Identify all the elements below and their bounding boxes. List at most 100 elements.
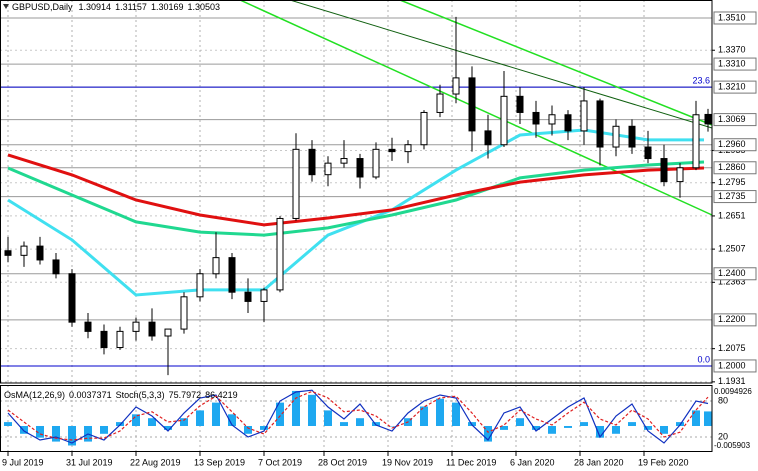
candle-body — [196, 273, 204, 298]
indicator-layer — [0, 389, 712, 446]
y-tick-label: 1.2795 — [718, 177, 746, 187]
stoch-name: Stoch(5,3,3) — [116, 390, 165, 400]
level-box — [713, 359, 757, 373]
candle-body — [148, 321, 156, 337]
level-label: 1.2735 — [718, 191, 746, 201]
level-box — [713, 113, 757, 127]
trend-lines — [239, 0, 713, 216]
candle-body — [84, 321, 92, 332]
candle-body — [404, 144, 412, 153]
symbol-icon — [3, 4, 9, 9]
y-tick-label: 1.2507 — [718, 243, 746, 253]
moving-average — [7, 160, 705, 237]
osma-bar — [356, 418, 364, 426]
osma-bar — [692, 410, 700, 426]
y-tick-label: 1.2651 — [718, 210, 746, 220]
candle-body — [244, 291, 252, 302]
osma-bar — [628, 422, 636, 426]
stoch-main-value: 75.7972 — [169, 390, 202, 400]
candle-body — [516, 95, 524, 113]
candle-layer — [4, 16, 712, 376]
close-value: 1.30503 — [187, 2, 220, 12]
x-tick-label: 22 Aug 2019 — [130, 457, 181, 467]
osma-bar — [436, 398, 444, 426]
candle-body — [164, 328, 172, 337]
osma-bar — [308, 394, 316, 426]
trend-line — [239, 0, 713, 216]
osma-bar — [484, 425, 492, 442]
osma-bar — [704, 411, 712, 426]
level-label: 1.3510 — [718, 12, 746, 22]
osma-bar — [612, 425, 620, 434]
osma-bar — [148, 418, 156, 426]
osma-bar — [68, 425, 76, 446]
x-tick-label: 11 Dec 2019 — [446, 457, 496, 467]
level-label: 1.3210 — [718, 81, 746, 91]
osma-bar — [500, 425, 508, 430]
osma-bar — [388, 425, 396, 427]
osma-value: 0.0037371 — [69, 390, 112, 400]
candle-body — [452, 77, 460, 95]
candle-body — [20, 245, 28, 256]
stoch-tick-label: 20 — [718, 431, 728, 441]
level-label: 1.3310 — [718, 58, 746, 68]
level-label: 1.2200 — [718, 314, 746, 324]
candle-body — [132, 321, 140, 332]
x-tick-label: 6 Jan 2020 — [510, 457, 555, 467]
candle-body — [532, 111, 540, 125]
osma-bar — [580, 422, 588, 426]
osma-bar — [324, 410, 332, 426]
candle-body — [660, 158, 668, 183]
low-value: 1.30169 — [151, 2, 184, 12]
candle-body — [260, 289, 268, 302]
trend-line — [399, 0, 713, 126]
osma-bar — [260, 425, 268, 430]
osma-tick-label: 0.0094926 — [714, 387, 752, 396]
osma-bar — [20, 425, 28, 434]
fibo-label: 0.0 — [697, 354, 710, 364]
candle-body — [580, 100, 588, 132]
level-label: 1.2860 — [718, 162, 746, 172]
level-label: 1.2400 — [718, 268, 746, 278]
osma-bar — [212, 402, 220, 426]
osma-bar — [100, 425, 108, 434]
candle-body — [596, 100, 604, 148]
candle-body — [676, 167, 684, 183]
stoch-signal — [7, 390, 709, 441]
level-label: 1.3069 — [718, 114, 746, 124]
osma-bar — [340, 422, 348, 426]
osma-bar — [116, 422, 124, 426]
y-tick-label: 1.1931 — [718, 376, 746, 386]
candle-body — [436, 93, 444, 113]
osma-bar — [36, 425, 44, 438]
open-value: 1.30914 — [79, 2, 112, 12]
candle-body — [68, 273, 76, 323]
header: GBPUSD,Daily 1.30914 1.31157 1.30169 1.30503 — [12, 2, 220, 12]
level-box — [713, 11, 757, 25]
stoch-signal-value: 86.4219 — [205, 390, 238, 400]
osma-bar — [660, 425, 668, 434]
candle-body — [100, 330, 108, 349]
candle-body — [612, 125, 620, 148]
candle-body — [356, 158, 364, 178]
osma-bar — [164, 425, 172, 430]
candle-body — [372, 148, 380, 178]
level-layer: 23.6 0.0 — [0, 17, 712, 367]
y-tick-label: 1.3370 — [718, 45, 746, 55]
level-label: 1.2960 — [718, 139, 746, 149]
x-tick-label: 28 Oct 2019 — [318, 457, 367, 467]
x-tick-label: 13 Sep 2019 — [194, 457, 245, 467]
candle-body — [228, 257, 236, 293]
candle-body — [704, 113, 712, 125]
osma-bar — [228, 414, 236, 426]
osma-bar — [516, 418, 524, 426]
candle-body — [388, 148, 396, 153]
candle-body — [308, 148, 316, 176]
candle-body — [180, 296, 188, 330]
osma-bar — [452, 402, 460, 426]
candle-body — [692, 114, 700, 169]
osma-bar — [420, 406, 428, 426]
candle-body — [324, 162, 332, 176]
